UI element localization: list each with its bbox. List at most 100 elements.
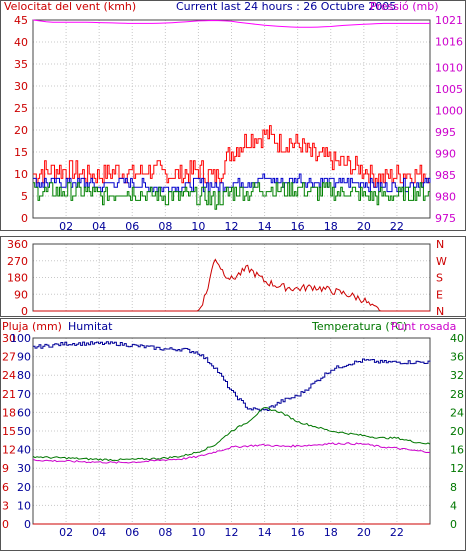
x-tick-label: 12	[225, 526, 239, 539]
x-tick-label: 08	[158, 220, 172, 233]
plot-area-frame	[32, 19, 431, 219]
y-tick-label-temperature: 40	[450, 332, 464, 345]
y-tick-label-humidity: 70	[17, 388, 31, 401]
x-tick-label: 20	[357, 220, 371, 233]
panel-wind-direction	[0, 236, 466, 317]
y-tick-label-humidity: 0	[24, 518, 31, 531]
y-tick-label-pressure: 1021	[435, 14, 463, 27]
x-tick-label: 20	[357, 526, 371, 539]
y-tick-label-temperature: 12	[450, 462, 464, 475]
plot-wind-pressure: 0510152025303540459759809859909951000100…	[14, 14, 463, 233]
x-tick-label: 22	[390, 220, 404, 233]
compass-letter: N	[436, 238, 444, 251]
x-tick-label: 08	[158, 526, 172, 539]
x-tick-label: 04	[92, 220, 106, 233]
y-tick-label-rain: 9	[2, 462, 9, 475]
y-tick-label-humidity: 10	[17, 499, 31, 512]
y-tick-label-temperature: 32	[450, 369, 464, 382]
x-tick-label: 10	[191, 526, 205, 539]
y-tick-label-temperature: 20	[450, 425, 464, 438]
y-tick-label-rain: 3	[2, 499, 9, 512]
y-tick-label-rain: 27	[2, 351, 16, 364]
y-tick-label-pressure: 990	[435, 147, 456, 160]
chart-title: Current last 24 hours : 26 Octubre 2005	[176, 0, 396, 13]
wind-speed-axis-label: Velocitat del vent (kmh)	[4, 0, 136, 13]
y-tick-label-temperature: 24	[450, 406, 464, 419]
x-tick-label: 14	[258, 526, 272, 539]
rain-axis-label: Pluja (mm)	[2, 320, 62, 333]
y-tick-label-humidity: 40	[17, 444, 31, 457]
y-tick-label-direction: 360	[7, 238, 28, 251]
pressure-axis-label: Pressió (mb)	[370, 0, 439, 13]
x-tick-label: 14	[258, 220, 272, 233]
compass-letter: W	[436, 255, 447, 268]
y-tick-label-pressure: 995	[435, 126, 456, 139]
series-humidity-line	[33, 341, 431, 412]
x-tick-label: 12	[225, 220, 239, 233]
x-tick-label: 10	[191, 220, 205, 233]
x-tick-label: 16	[291, 526, 305, 539]
series-pressure-line	[32, 19, 430, 28]
y-tick-label-pressure: 1010	[435, 61, 463, 74]
y-tick-label-pressure: 1000	[435, 104, 463, 117]
x-tick-label: 06	[125, 526, 139, 539]
y-tick-label-pressure: 975	[435, 212, 456, 225]
x-tick-label: 22	[390, 526, 404, 539]
y-tick-label-humidity: 20	[17, 481, 31, 494]
series-speed-line	[33, 182, 430, 210]
series-temperature-line	[32, 406, 431, 462]
y-tick-label-wind: 15	[14, 146, 28, 159]
y-tick-label-wind: 30	[14, 80, 28, 93]
y-tick-label-humidity: 60	[17, 406, 31, 419]
y-tick-label-humidity: 80	[17, 369, 31, 382]
panel-rain-humidity-temperature	[0, 318, 466, 551]
y-tick-label-humidity: 100	[10, 332, 31, 345]
y-tick-label-direction: 270	[7, 255, 28, 268]
y-tick-label-temperature: 8	[450, 481, 457, 494]
y-tick-label-rain: 30	[2, 332, 16, 345]
compass-letter: S	[436, 272, 443, 285]
x-tick-label: 16	[291, 220, 305, 233]
x-tick-label: 18	[324, 220, 338, 233]
plot-rain-humidity-temperature: 0369121518212427300102030405060708090100…	[2, 332, 464, 539]
y-tick-label-humidity: 50	[17, 425, 31, 438]
compass-letter: N	[436, 305, 444, 318]
y-tick-label-temperature: 0	[450, 518, 457, 531]
series-speed_max-line	[33, 173, 431, 193]
x-tick-label: 02	[59, 526, 73, 539]
y-tick-label-humidity: 90	[17, 351, 31, 364]
y-tick-label-temperature: 36	[450, 351, 464, 364]
series-direction-line	[33, 258, 430, 312]
x-tick-label: 02	[59, 220, 73, 233]
y-tick-label-rain: 18	[2, 406, 16, 419]
y-tick-label-wind: 25	[14, 102, 28, 115]
series-dewpoint-line	[32, 442, 431, 464]
y-tick-label-wind: 35	[14, 58, 28, 71]
y-tick-label-rain: 15	[2, 425, 16, 438]
temperature-axis-label: Temperatura (°C)	[311, 320, 407, 333]
y-tick-label-rain: 12	[2, 444, 16, 457]
humidity-axis-label: Humitat	[68, 320, 113, 333]
y-tick-label-temperature: 4	[450, 499, 457, 512]
y-tick-label-wind: 10	[14, 168, 28, 181]
y-tick-label-temperature: 28	[450, 388, 464, 401]
y-tick-label-rain: 0	[2, 518, 9, 531]
y-tick-label-wind: 0	[21, 212, 28, 225]
series-gust-line	[33, 125, 430, 188]
y-tick-label-pressure: 980	[435, 190, 456, 203]
x-tick-label: 06	[125, 220, 139, 233]
dewpoint-axis-label: Punt rosada	[391, 320, 456, 333]
y-tick-label-wind: 40	[14, 36, 28, 49]
y-tick-label-pressure: 1016	[435, 36, 463, 49]
y-tick-label-direction: 180	[7, 272, 28, 285]
y-tick-label-direction: 90	[14, 288, 28, 301]
y-tick-label-pressure: 1005	[435, 83, 463, 96]
plot-area-frame	[32, 243, 431, 312]
y-tick-label-wind: 5	[21, 190, 28, 203]
x-tick-label: 04	[92, 526, 106, 539]
y-tick-label-rain: 24	[2, 369, 16, 382]
y-tick-label-wind: 45	[14, 14, 28, 27]
